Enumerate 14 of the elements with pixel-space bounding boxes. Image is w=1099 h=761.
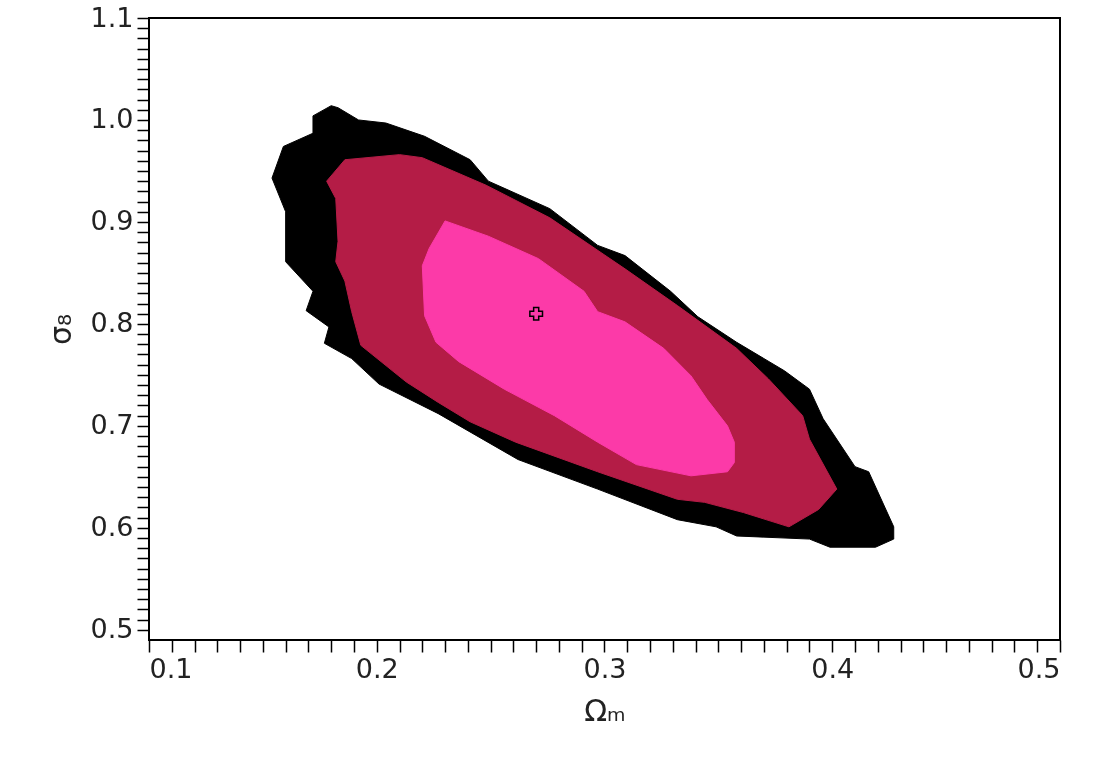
y-tick-label: 1.0 <box>90 103 134 135</box>
x-tick-label: 0.4 <box>811 652 855 684</box>
x-tick-label: 0.1 <box>149 652 193 684</box>
y-tick-label: 0.6 <box>90 511 134 543</box>
y-axis-title: σ₈ <box>42 313 78 346</box>
x-tick-label: 0.5 <box>1017 652 1061 684</box>
y-tick-label: 0.9 <box>90 205 134 237</box>
y-tick-label: 1.1 <box>90 1 134 33</box>
y-tick-label: 0.8 <box>90 307 134 339</box>
y-tick-label: 0.5 <box>90 613 134 645</box>
y-tick-label: 0.7 <box>90 409 134 441</box>
x-tick-label: 0.2 <box>355 652 399 684</box>
x-tick-label: 0.3 <box>583 652 627 684</box>
x-axis-title: Ωₘ <box>584 692 626 728</box>
